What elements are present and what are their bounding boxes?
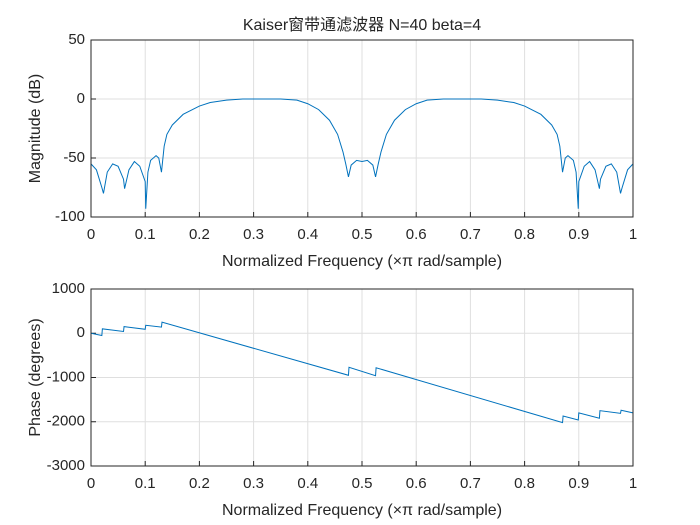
- x-tick-label: 0.1: [135, 475, 156, 492]
- x-tick-label: 0.3: [243, 226, 264, 243]
- y-tick-label: 1000: [52, 280, 85, 297]
- x-tick-label: 0.2: [189, 226, 210, 243]
- x-tick-label: 0.4: [297, 226, 318, 243]
- axes-box: [90, 39, 634, 218]
- y-axis-label: Phase (degrees): [27, 318, 44, 436]
- y-tick-label: -1000: [47, 368, 85, 385]
- x-tick-label: 0.2: [189, 475, 210, 492]
- y-axis-label: Magnitude (dB): [27, 74, 44, 183]
- x-tick-label: 0.5: [352, 226, 373, 243]
- x-tick-label: 1: [629, 226, 637, 243]
- y-tick-label: 0: [77, 90, 85, 107]
- x-tick-label: 0.5: [352, 475, 373, 492]
- x-tick-label: 0: [87, 475, 95, 492]
- data-line: [90, 321, 634, 424]
- x-tick-label: 0.6: [406, 475, 427, 492]
- axes-box: [90, 288, 634, 467]
- x-tick-label: 0.6: [406, 226, 427, 243]
- x-tick-label: 0.3: [243, 475, 264, 492]
- x-tick-label: 0.1: [135, 226, 156, 243]
- data-line: [90, 98, 634, 209]
- y-tick-label: -2000: [47, 413, 85, 430]
- x-tick-label: 0.7: [460, 226, 481, 243]
- x-axis-label: Normalized Frequency (×π rad/sample): [222, 253, 502, 270]
- y-tick-label: 50: [68, 31, 85, 48]
- y-tick-label: -3000: [47, 457, 85, 474]
- x-axis-label: Normalized Frequency (×π rad/sample): [222, 502, 502, 519]
- y-tick-label: -50: [63, 149, 85, 166]
- y-tick-label: -100: [55, 208, 85, 225]
- x-tick-label: 0.8: [514, 226, 535, 243]
- x-tick-label: 0.9: [568, 226, 589, 243]
- x-tick-label: 1: [629, 475, 637, 492]
- chart-title: Kaiser窗带通滤波器 N=40 beta=4: [243, 16, 481, 34]
- x-tick-label: 0.7: [460, 475, 481, 492]
- x-tick-label: 0.9: [568, 475, 589, 492]
- x-tick-label: 0.8: [514, 475, 535, 492]
- y-tick-label: 0: [77, 324, 85, 341]
- x-tick-label: 0: [87, 226, 95, 243]
- x-tick-label: 0.4: [297, 475, 318, 492]
